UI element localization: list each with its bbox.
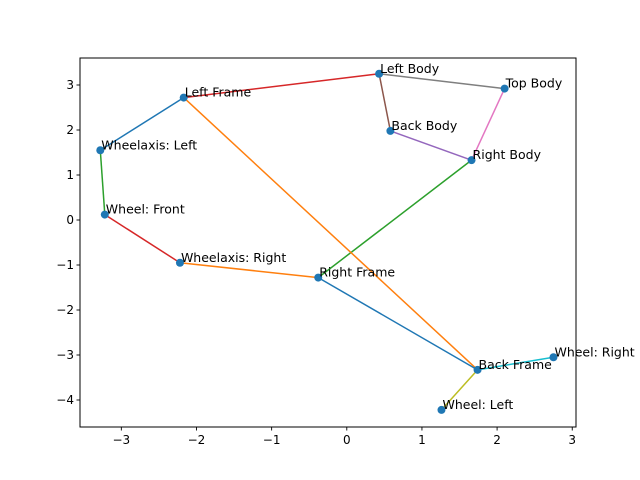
point-label: Left Body: [380, 61, 440, 76]
point-label: Wheel: Front: [106, 202, 185, 217]
point-label: Left Frame: [185, 85, 252, 100]
data-point: [386, 126, 395, 135]
point-label: Back Body: [391, 118, 457, 133]
data-point: [500, 84, 509, 93]
x-tick-label: −1: [263, 433, 281, 447]
data-point: [437, 405, 446, 414]
edge-line: [99, 150, 106, 215]
edges-layer: [99, 73, 554, 411]
y-tick-label: −3: [56, 348, 74, 362]
x-tick-label: −2: [188, 433, 206, 447]
plot-frame: [79, 57, 577, 428]
y-tick-label: −2: [56, 303, 74, 317]
x-tick-label: 3: [568, 433, 576, 447]
point-label: Wheelaxis: Right: [181, 250, 286, 265]
edge-line: [440, 369, 479, 411]
edge-line: [390, 130, 472, 161]
edge-line: [179, 262, 319, 279]
y-tick-label: −4: [56, 393, 74, 407]
edge-line: [104, 213, 181, 264]
edge-line: [470, 88, 506, 161]
point-label: Right Body: [473, 147, 542, 162]
x-tick-label: 1: [418, 433, 426, 447]
y-tick-label: 0: [66, 213, 74, 227]
data-point: [96, 146, 105, 155]
y-tick-label: 2: [66, 123, 74, 137]
data-point: [375, 69, 384, 78]
data-point: [175, 258, 184, 267]
point-label: Back Frame: [479, 357, 553, 372]
point-label: Wheel: Right: [554, 344, 634, 359]
data-point: [549, 353, 558, 362]
x-axis-ticks: −3 −2 −1 0 1 2 3: [112, 427, 576, 447]
edge-line: [317, 276, 478, 371]
edge-line: [183, 97, 479, 371]
data-point: [314, 273, 323, 282]
point-label: Right Frame: [319, 265, 395, 280]
data-point: [473, 365, 482, 374]
y-axis-ticks: −4 −3 −2 −1 0 1 2 3: [56, 78, 80, 407]
point-label: Wheelaxis: Left: [101, 137, 197, 152]
edge-line: [477, 356, 554, 371]
data-point: [467, 156, 476, 165]
edge-line: [183, 73, 380, 99]
edge-line: [378, 73, 392, 132]
points-layer: [96, 69, 558, 414]
edge-line: [99, 96, 185, 151]
point-label: Top Body: [505, 76, 563, 91]
x-tick-label: −3: [112, 433, 130, 447]
y-tick-label: −1: [56, 258, 74, 272]
x-tick-label: 0: [343, 433, 351, 447]
data-point: [100, 210, 109, 219]
edge-line: [379, 73, 505, 90]
point-label: Wheel: Left: [442, 397, 513, 412]
y-tick-label: 1: [66, 168, 74, 182]
edge-line: [317, 159, 472, 279]
y-tick-label: 3: [66, 78, 74, 92]
labels-layer: Left Body Top Body Left Frame Back Body Whee…: [101, 61, 634, 412]
data-point: [179, 93, 188, 102]
x-tick-label: 2: [493, 433, 501, 447]
